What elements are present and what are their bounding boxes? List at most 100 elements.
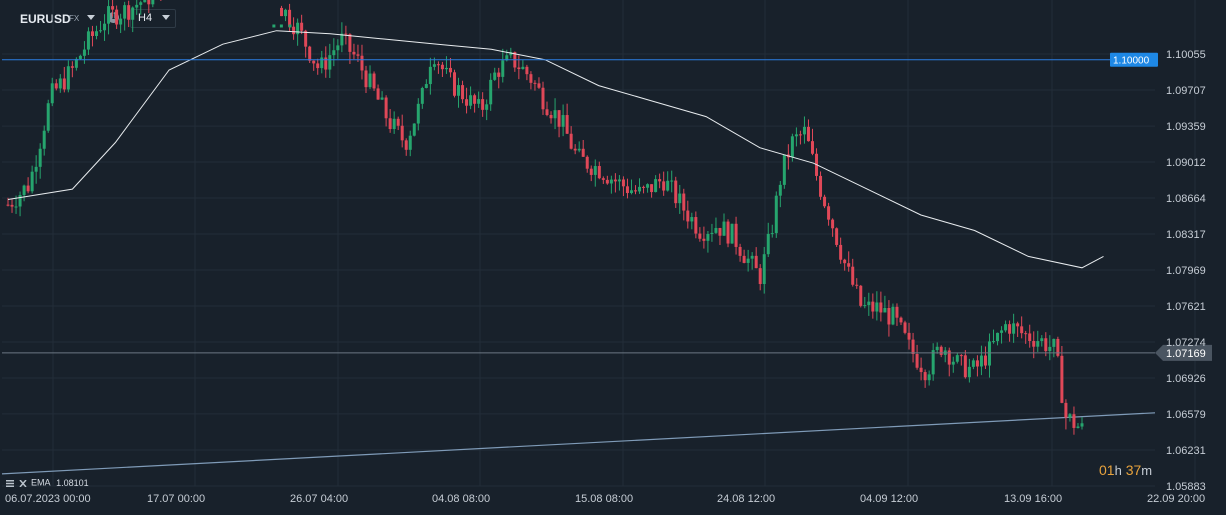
time-tick-label: 17.07 00:00: [147, 493, 205, 505]
candle-body: [939, 346, 943, 355]
candle-body: [279, 24, 283, 28]
candle-body: [332, 50, 336, 56]
candle-body: [658, 179, 662, 182]
time-tick-label: 24.08 12:00: [717, 493, 775, 505]
info-icon[interactable]: i: [108, 12, 119, 23]
candle-body: [135, 4, 139, 8]
candle-body: [899, 317, 903, 323]
candle-body: [650, 184, 654, 193]
candle-body: [30, 171, 34, 192]
candle-body: [601, 178, 605, 180]
candle-body: [638, 186, 642, 192]
candle-body: [356, 54, 360, 56]
candle-body: [1052, 338, 1056, 347]
candle-body: [364, 70, 368, 88]
candle-body: [835, 228, 839, 245]
candle-body: [1028, 333, 1032, 342]
candle-body: [1020, 326, 1024, 334]
price-tick-label: 1.08317: [1166, 229, 1206, 241]
candle-body: [891, 306, 895, 325]
candle-body: [489, 79, 493, 105]
candle-body: [625, 186, 629, 194]
timeframe-select[interactable]: H4: [130, 9, 176, 28]
candle-body: [280, 7, 284, 17]
candle-body: [682, 193, 686, 211]
candle-body: [416, 103, 420, 124]
candle-body: [368, 73, 372, 88]
candle-body: [654, 179, 658, 193]
candle-body: [983, 355, 987, 366]
candle-body: [477, 99, 481, 104]
candle-body: [617, 179, 621, 182]
candle-body: [851, 266, 855, 285]
resistance-price-tag: [1110, 52, 1158, 67]
candle-body: [123, 5, 127, 19]
candle-body: [758, 268, 762, 285]
candle-body: [452, 72, 456, 96]
ema-value: 1.08101: [56, 477, 89, 488]
symbol-label[interactable]: EURUSD: [20, 12, 71, 26]
candle-body: [1080, 423, 1084, 427]
candle-body: [863, 305, 867, 307]
candle-body: [782, 154, 786, 185]
candle-body: [139, 2, 143, 5]
time-tick-label: 06.07.2023 00:00: [5, 493, 91, 505]
candle-body: [927, 374, 931, 381]
candle-body: [115, 9, 119, 25]
candle-body: [573, 148, 577, 151]
time-tick-label: 15.08 08:00: [575, 493, 633, 505]
candle-body: [457, 85, 461, 96]
price-tick-label: 1.07274: [1166, 337, 1206, 349]
candle-body: [461, 85, 465, 100]
candle-body: [1000, 330, 1004, 333]
price-axis: 1.10055 1.09707 1.09359 1.09012 1.08664 1.083…: [1166, 49, 1206, 493]
candle-body: [831, 219, 835, 229]
candle-body: [1036, 341, 1040, 347]
candle-body: [557, 110, 561, 127]
candle-body: [352, 51, 356, 55]
candle-body: [746, 258, 750, 263]
candle-body: [392, 118, 396, 130]
candle-body: [404, 140, 408, 150]
candle-body: [296, 22, 300, 35]
countdown-m-unit: m: [1141, 463, 1153, 478]
last-price-tag: [1155, 344, 1212, 361]
candle-body: [875, 302, 879, 312]
candle-body: [521, 66, 525, 70]
price-tick-label: 1.09012: [1166, 157, 1206, 169]
candle-body: [66, 66, 70, 90]
visibility-icon[interactable]: [6, 479, 14, 488]
candle-body: [90, 31, 94, 36]
candle-body: [971, 360, 975, 367]
candle-body: [621, 179, 625, 187]
candle-body: [292, 26, 296, 35]
horizontal-lines-layer: 1.10000 1.07169: [2, 52, 1212, 361]
candle-body: [272, 24, 276, 28]
candle-body: [10, 204, 14, 207]
price-tick-label: 1.10055: [1166, 49, 1206, 61]
timeframe-label: H4: [138, 12, 153, 24]
symbol-dropdown-icon[interactable]: [87, 15, 95, 20]
candle-body: [384, 97, 388, 119]
candle-body: [1032, 341, 1036, 347]
close-icon[interactable]: [18, 479, 27, 488]
candle-body: [308, 46, 312, 61]
candle-body: [935, 346, 939, 351]
candle-body: [372, 73, 376, 89]
candle-body: [1044, 338, 1048, 352]
candle-body: [465, 99, 469, 106]
candle-body: [951, 361, 955, 365]
candle-body: [1076, 426, 1080, 428]
candle-body: [762, 254, 766, 285]
candle-body: [143, 0, 147, 3]
candle-body: [408, 135, 412, 150]
ema-legend[interactable]: EMA 1.08101: [6, 477, 89, 488]
candle-body: [376, 88, 380, 100]
time-tick-label: 13.09 16:00: [1004, 493, 1062, 505]
candle-body: [517, 67, 521, 70]
candle-body: [883, 307, 887, 313]
candle-body: [778, 184, 782, 196]
candle-body: [706, 233, 710, 241]
candle-body: [70, 66, 74, 68]
